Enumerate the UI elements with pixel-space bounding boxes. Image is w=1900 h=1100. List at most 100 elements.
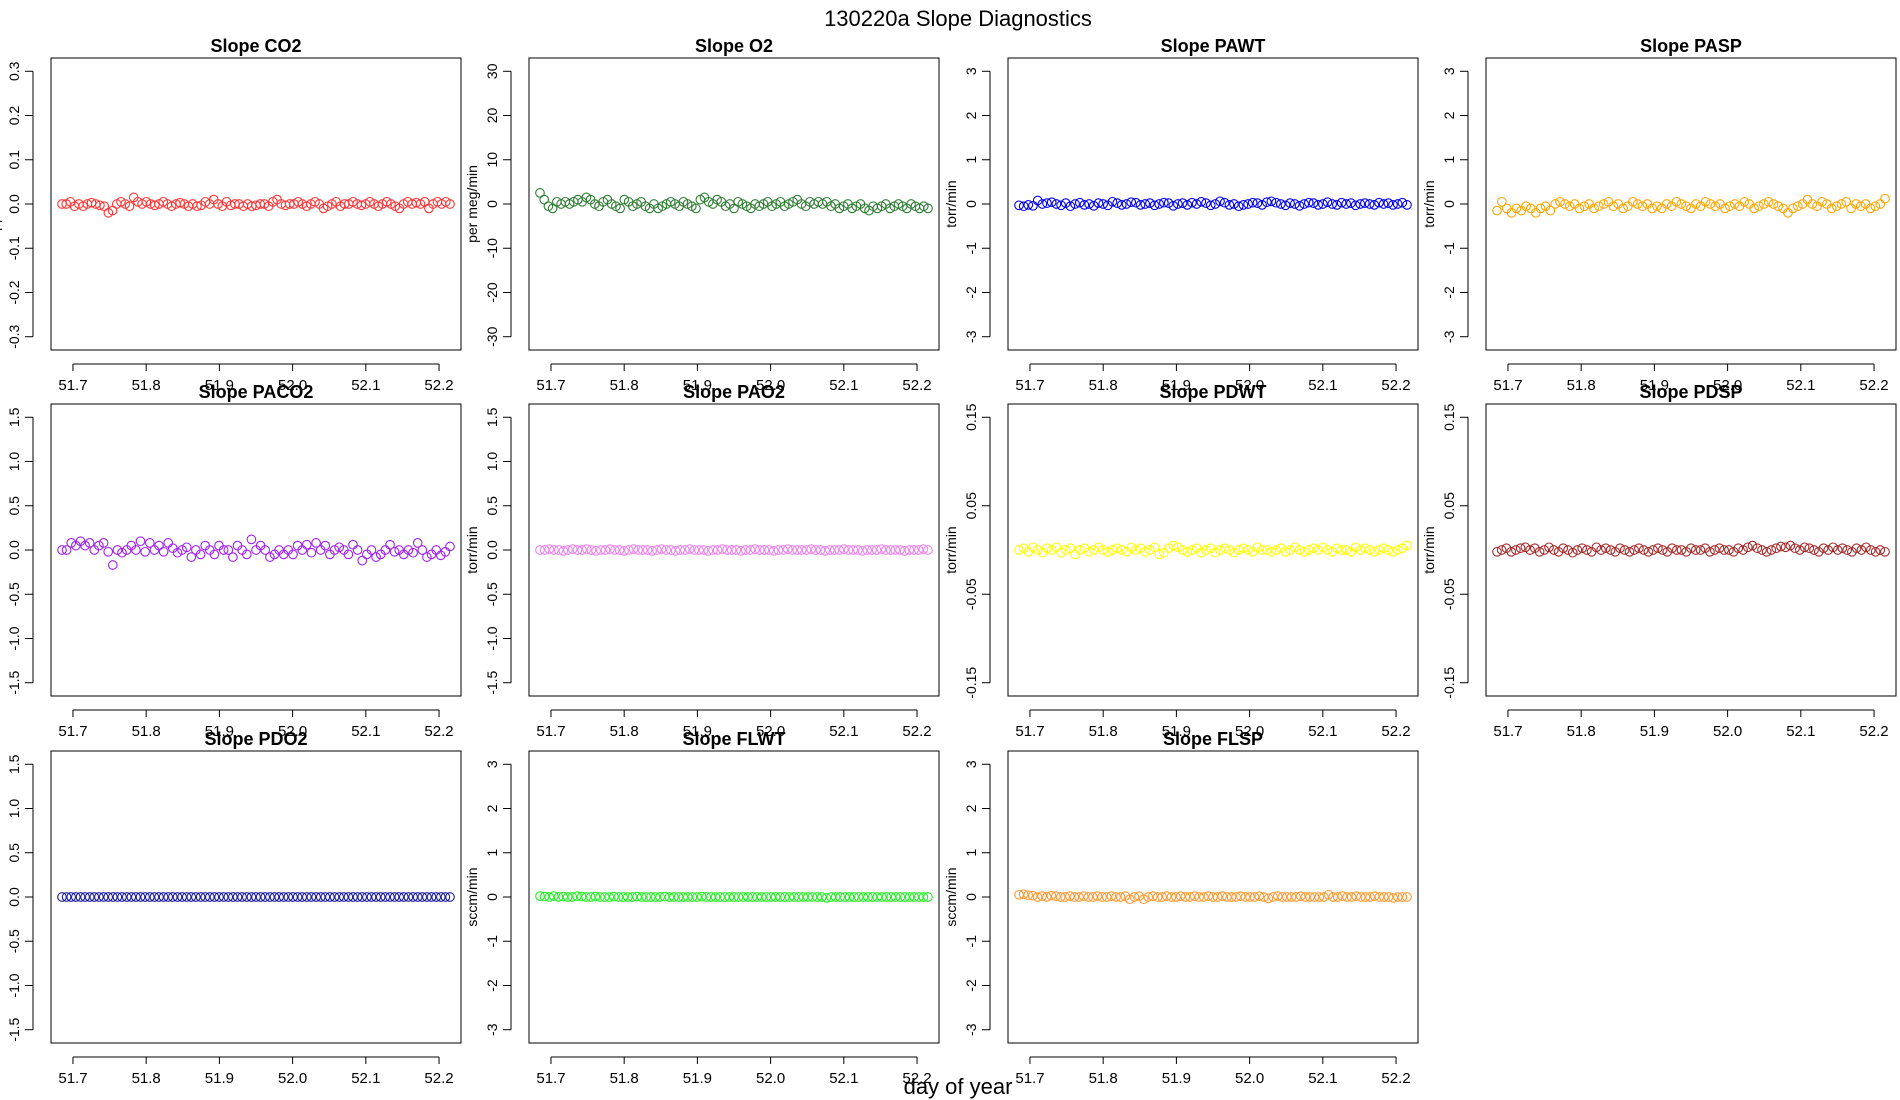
- data-point: [1788, 203, 1798, 214]
- panel-title: Slope PACO2: [199, 382, 314, 402]
- data-point: [539, 891, 550, 902]
- data-point: [1247, 197, 1258, 208]
- x-tick-label: 52.0: [1713, 377, 1742, 394]
- x-tick-label: 51.8: [1089, 723, 1118, 740]
- data-point: [112, 545, 123, 555]
- data-point: [810, 545, 821, 555]
- y-tick-label: -0.15: [963, 667, 979, 699]
- data-point: [885, 545, 896, 555]
- data-point: [1724, 545, 1734, 555]
- panel-1: Slope CO2 -0.3 -0.2 -0.1 0.0 0.1 0.2 0.3 ppm/min…: [0, 36, 462, 394]
- data-point: [1318, 199, 1328, 209]
- data-point: [1280, 200, 1291, 211]
- data-point: [736, 546, 746, 556]
- data-point: [1145, 198, 1155, 208]
- data-point: [1341, 545, 1352, 555]
- data-point: [1023, 200, 1034, 210]
- data-point: [1714, 543, 1725, 554]
- data-point: [1397, 197, 1408, 208]
- data-point: [876, 544, 887, 554]
- data-point: [1074, 545, 1085, 555]
- data-point: [619, 546, 629, 556]
- y-tick-label: 1.5: [484, 407, 500, 427]
- data-point: [1299, 546, 1310, 557]
- data-point: [1402, 540, 1412, 551]
- y-axis-label: torr/min: [464, 526, 480, 573]
- y-tick-label: -20: [484, 282, 500, 302]
- data-point: [1102, 546, 1113, 557]
- data-point: [149, 200, 160, 211]
- data-point: [311, 538, 321, 548]
- y-tick-label: 0: [963, 200, 979, 208]
- data-point: [848, 545, 859, 555]
- data-point: [1383, 198, 1394, 208]
- data-point: [1229, 199, 1239, 209]
- data-point: [1291, 892, 1302, 902]
- data-point: [782, 544, 793, 554]
- panel-6: Slope PAO2 -1.5 -1.0 -0.5 0.0 0.5 1.0 1.5 torr/m…: [464, 382, 940, 740]
- x-tick-label: 51.7: [536, 1070, 565, 1087]
- data-point: [599, 892, 610, 902]
- data-point: [641, 892, 652, 902]
- data-point: [260, 892, 271, 902]
- data-point: [1598, 199, 1609, 209]
- data-point: [325, 892, 335, 902]
- y-tick-label: 0.1: [6, 150, 22, 170]
- data-point: [696, 891, 707, 902]
- y-tick-label: 1.0: [6, 452, 22, 472]
- data-point: [1055, 892, 1066, 902]
- data-point: [572, 891, 582, 901]
- data-point: [1277, 892, 1288, 902]
- data-point: [1163, 198, 1174, 208]
- x-tick-label: 52.0: [278, 377, 307, 394]
- data-point: [1809, 545, 1819, 555]
- y-tick-label: 0: [484, 200, 500, 208]
- data-point: [1187, 545, 1197, 555]
- data-point: [311, 892, 321, 902]
- y-tick-label: 0: [963, 893, 979, 901]
- data-point: [1046, 890, 1057, 901]
- data-point: [563, 545, 573, 555]
- data-point: [1177, 198, 1188, 208]
- data-point: [1203, 891, 1214, 901]
- data-point: [1880, 546, 1890, 557]
- data-point: [1776, 541, 1786, 552]
- x-tick-label: 51.7: [1015, 723, 1044, 740]
- data-point: [717, 544, 728, 554]
- data-point: [209, 892, 220, 902]
- data-point: [1042, 543, 1052, 554]
- data-point: [1397, 892, 1408, 902]
- data-point: [352, 545, 363, 555]
- x-tick-label: 51.9: [683, 1070, 712, 1087]
- y-tick-label: 1.0: [484, 452, 500, 472]
- data-point: [789, 892, 799, 902]
- data-point: [1374, 197, 1384, 208]
- data-point: [343, 892, 354, 902]
- panel-8: Slope PDSP -0.15 -0.05 0.05 0.15 torr/min 51.7…: [1421, 382, 1897, 740]
- data-point: [1014, 545, 1024, 555]
- data-point: [66, 892, 77, 902]
- data-point: [1249, 892, 1260, 902]
- data-point: [1266, 546, 1277, 557]
- data-point: [103, 892, 114, 902]
- data-point: [1794, 545, 1805, 555]
- y-tick-label: 3: [1441, 67, 1457, 75]
- data-point: [334, 542, 345, 553]
- data-point: [1328, 892, 1338, 902]
- data-point: [1152, 892, 1163, 902]
- x-tick-label: 52.0: [756, 1070, 785, 1087]
- data-point: [1210, 199, 1221, 209]
- data-point: [352, 892, 363, 902]
- x-tick-label: 52.0: [756, 723, 785, 740]
- data-point: [1271, 197, 1281, 208]
- data-point: [348, 892, 358, 902]
- y-axis-label: torr/min: [943, 526, 959, 573]
- x-tick-label: 51.9: [683, 377, 712, 394]
- data-point: [1140, 546, 1151, 557]
- data-point: [1336, 197, 1347, 208]
- data-point: [186, 552, 197, 562]
- data-point: [218, 545, 229, 555]
- data-point: [117, 892, 127, 902]
- data-point: [614, 545, 625, 555]
- data-point: [135, 536, 146, 547]
